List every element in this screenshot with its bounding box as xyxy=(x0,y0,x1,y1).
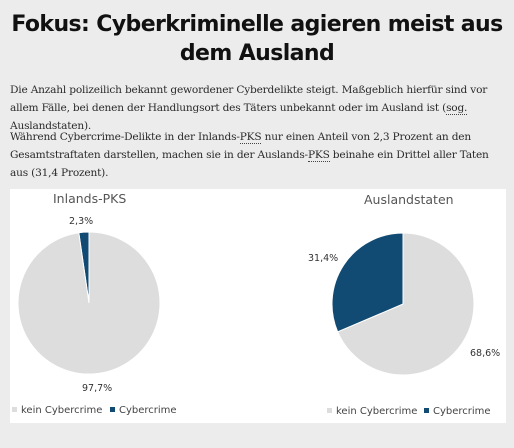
label-ausland-kein-cybercrime: 68,6% xyxy=(470,348,500,359)
legend-ausland: kein Cybercrime Cybercrime xyxy=(327,406,491,417)
intro-text-start: Die Anzahl polizeilich bekannt gewordene… xyxy=(10,84,488,114)
abbreviation-pks-ausland[interactable]: PKS xyxy=(307,149,330,162)
legend-inlands: kein Cybercrime Cybercrime xyxy=(12,405,177,416)
pie-ausland xyxy=(331,232,475,376)
abbreviation-sog[interactable]: sog. xyxy=(446,102,468,115)
pie-charts: Inlands-PKS Auslandstaten 2,3% 97,7% 31,… xyxy=(12,191,500,417)
chart-title-ausland: Auslandstaten xyxy=(364,192,454,207)
label-ausland-cybercrime: 31,4% xyxy=(308,253,338,264)
label-inlands-kein-cybercrime: 97,7% xyxy=(82,383,112,394)
legend-label-kein-cybercrime: kein Cybercrime xyxy=(21,405,102,416)
chart-title-inlands: Inlands-PKS xyxy=(53,191,126,206)
intro-text-end: Auslandstaten). xyxy=(10,120,92,132)
chart-panel: Inlands-PKS Auslandstaten 2,3% 97,7% 31,… xyxy=(10,189,506,423)
pie-slice-kein-cybercrime xyxy=(337,232,475,376)
pie-slice-cybercrime xyxy=(331,232,404,333)
pie-slice-kein-cybercrime xyxy=(17,231,161,375)
label-inlands-cybercrime: 2,3% xyxy=(69,216,93,227)
share-text-part-3: beinahe ein Drittel aller Taten aus (31,… xyxy=(10,149,489,179)
legend-swatch-cybercrime xyxy=(110,407,115,412)
legend-label-kein-cybercrime: kein Cybercrime xyxy=(336,406,417,417)
intro-paragraph: Die Anzahl polizeilich bekannt gewordene… xyxy=(10,81,506,135)
legend-swatch-kein-cybercrime xyxy=(12,407,17,412)
page-title: Fokus: Cyberkriminelle agieren meist aus… xyxy=(11,12,503,66)
share-text-part-1: Während Cybercrime-Delikte in der Inland… xyxy=(10,131,240,143)
abbreviation-pks-inland[interactable]: PKS xyxy=(239,131,262,144)
legend-swatch-kein-cybercrime xyxy=(327,408,332,413)
legend-label-cybercrime: Cybercrime xyxy=(433,406,491,417)
pie-inlands xyxy=(17,231,161,375)
legend-label-cybercrime: Cybercrime xyxy=(119,405,177,416)
legend-swatch-cybercrime xyxy=(424,408,429,413)
share-text-part-2: nur einen Anteil von 2,3 Prozent an den … xyxy=(10,131,471,161)
share-paragraph: Während Cybercrime-Delikte in der Inland… xyxy=(10,128,506,182)
